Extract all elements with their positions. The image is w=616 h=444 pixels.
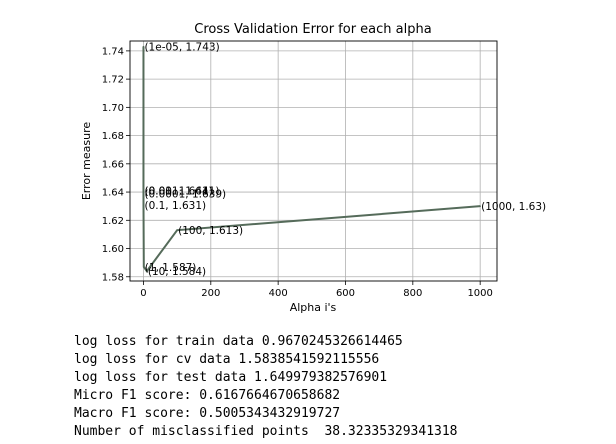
y-tick-label: 1.60: [102, 244, 124, 255]
point-annotation: (0.01, 1.641): [144, 186, 212, 198]
y-tick-label: 1.62: [102, 216, 124, 227]
axes: 0 200 400 600 800 1000 1.58 1.60 1.62 1.64 1.66 1.6…: [102, 40, 498, 299]
misclassified-line: Number of misclassified points 38.323353…: [74, 424, 458, 439]
data-point: [142, 203, 145, 206]
y-tick-label: 1.66: [102, 159, 124, 170]
series-line: [142, 46, 481, 273]
x-tick-label: 600: [336, 288, 355, 299]
train-log-loss-line: log loss for train data 0.96702453266144…: [74, 334, 403, 349]
point-annotation: (100, 1.613): [178, 225, 243, 237]
x-axis-label: Alpha i's: [290, 301, 337, 314]
data-point: [479, 205, 481, 207]
x-tick-label: 0: [140, 288, 146, 299]
cv-log-loss-line: log loss for cv data 1.5838541592115556: [74, 352, 380, 367]
output-text: log loss for train data 0.96702453266144…: [74, 333, 458, 441]
micro-f1-line: Micro F1 score: 0.6167664670658682: [74, 388, 341, 403]
grid: [130, 41, 497, 281]
plot-frame: [129, 40, 498, 282]
point-annotation: (1000, 1.63): [481, 201, 546, 213]
point-annotation: (0.1, 1.631): [145, 200, 207, 212]
point-annotation: (0.001, 1.641): [144, 186, 219, 198]
y-tick-label: 1.72: [102, 75, 124, 86]
y-tick-label: 1.74: [102, 46, 124, 57]
annotations: (1e-05, 1.743) (0.0001, 1.639)(0.001, 1.6…: [144, 42, 546, 278]
series-layer: [142, 45, 481, 273]
data-point: [146, 270, 148, 272]
point-annotation: (1, 1.587): [145, 262, 197, 274]
y-tick-label: 1.70: [102, 103, 124, 114]
data-point: [143, 266, 145, 268]
cv-error-chart: 0 200 400 600 800 1000 1.58 1.60 1.62 1.64 1.66 1.6…: [80, 22, 546, 314]
point-annotation: (10, 1.584): [148, 266, 206, 278]
x-tick-label: 800: [403, 288, 422, 299]
data-point: [142, 192, 145, 195]
x-tick-label: 200: [201, 288, 220, 299]
y-axis-label: Error measure: [80, 122, 93, 201]
macro-f1-line: Macro F1 score: 0.5005343432919727: [74, 406, 341, 421]
test-log-loss-line: log loss for test data 1.649979382576901: [74, 370, 388, 385]
y-tick-label: 1.58: [102, 272, 124, 283]
data-point: [176, 229, 178, 231]
data-point: [142, 45, 145, 48]
point-annotation: (0.0001, 1.639): [144, 188, 226, 200]
point-annotation: (1e-05, 1.743): [144, 42, 219, 54]
y-tick-label: 1.68: [102, 131, 124, 142]
x-tick-label: 400: [269, 288, 288, 299]
x-tick-label: 1000: [467, 288, 492, 299]
data-point: [142, 189, 145, 192]
chart-title: Cross Validation Error for each alpha: [194, 22, 431, 37]
y-tick-label: 1.64: [102, 188, 124, 199]
